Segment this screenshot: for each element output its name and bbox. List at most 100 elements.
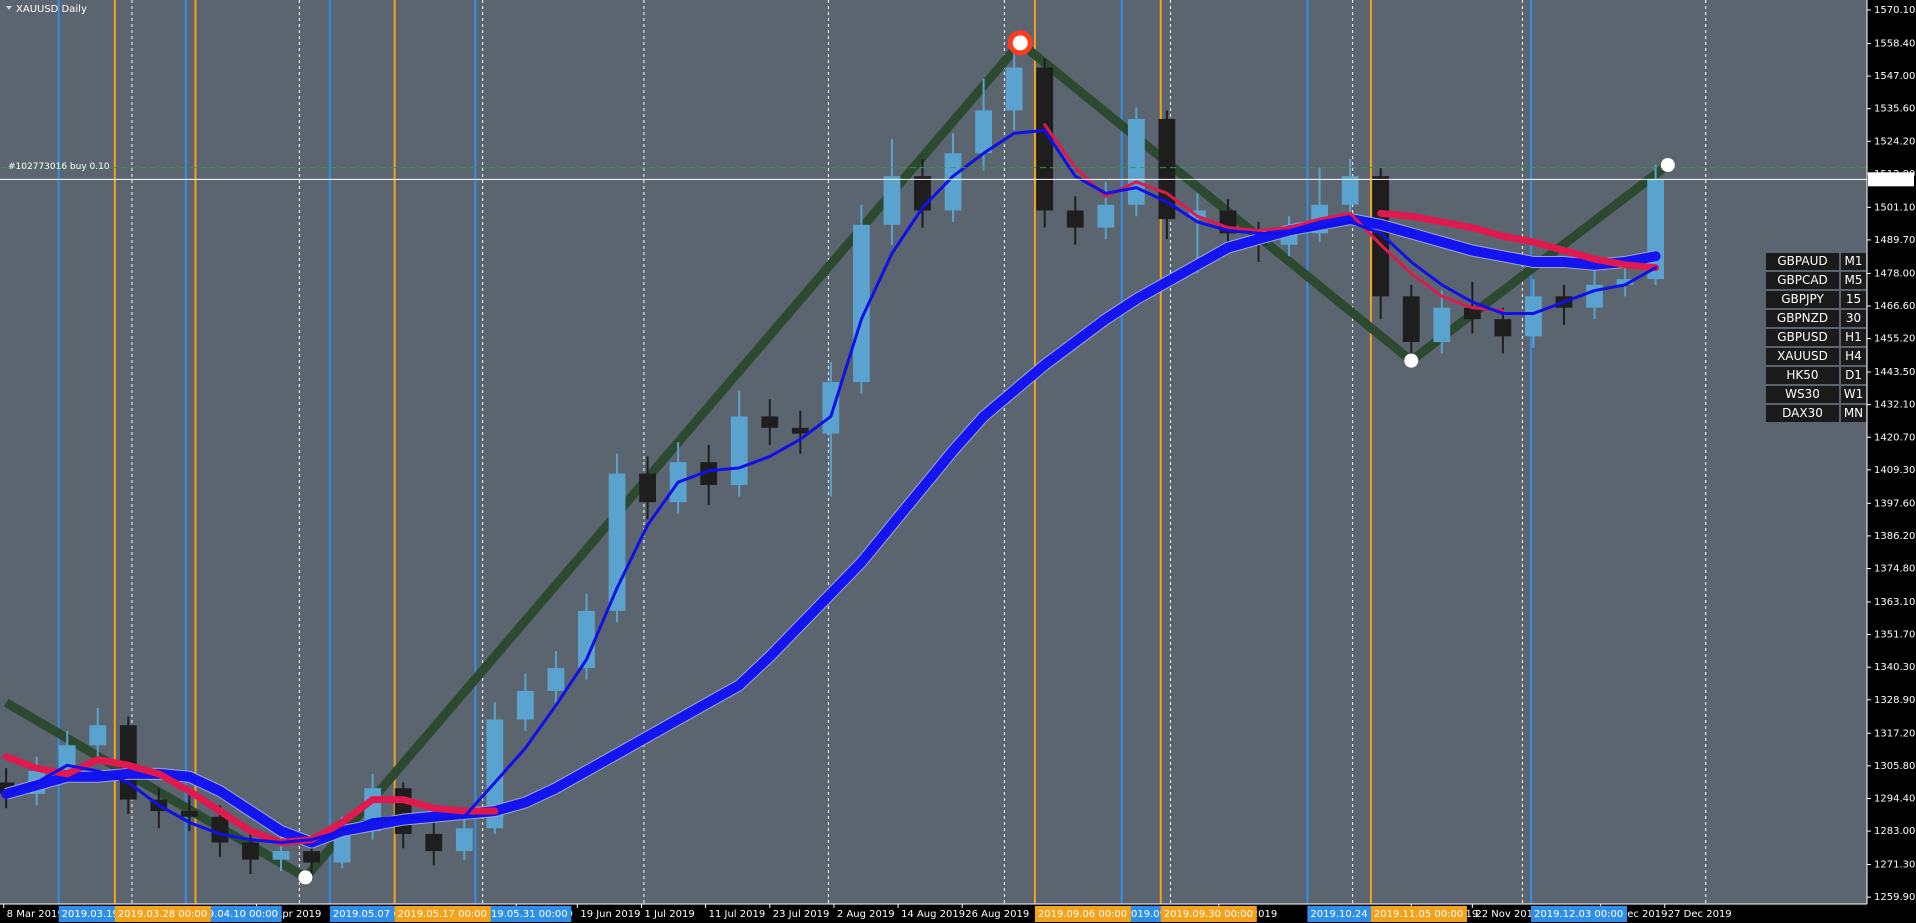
symbol-button[interactable] [1766, 253, 1839, 270]
symbol-button[interactable] [1766, 310, 1839, 327]
candle-body [1433, 307, 1451, 343]
candle-body [791, 427, 809, 434]
y-tick-label: 1328.90 [1874, 695, 1915, 706]
y-tick-label: 1558.40 [1874, 38, 1915, 49]
candle-body [1036, 67, 1054, 211]
menu-arrow[interactable] [6, 6, 12, 10]
timeframe-button[interactable] [1841, 291, 1866, 308]
candle-body [455, 828, 473, 852]
x-tick-label: 26 Aug 2019 [965, 909, 1029, 920]
y-tick-label: 1259.90 [1874, 892, 1915, 903]
price-label-box [1868, 172, 1914, 187]
time-label-box [1034, 906, 1131, 922]
symbol-label: GBPUSD [1777, 330, 1827, 344]
candle-body [975, 110, 992, 154]
y-tick-label: 1374.80 [1874, 564, 1915, 575]
symbol-button[interactable] [1766, 367, 1839, 384]
moving-average [2, 209, 1660, 847]
y-tick-label: 1443.50 [1874, 367, 1915, 378]
time-label: 2019.11.05 00:00 [1374, 909, 1463, 920]
candle-body [1341, 176, 1359, 205]
y-tick-label: 1340.30 [1874, 662, 1915, 673]
candle-body [211, 816, 229, 843]
symbol-button[interactable] [1766, 348, 1839, 365]
y-tick-label: 1466.60 [1874, 301, 1915, 312]
candle-body [761, 416, 779, 428]
y-tick-label: 1409.30 [1874, 465, 1915, 476]
candle-body [89, 725, 107, 746]
x-tick-label: 1 Jul 2019 [644, 909, 694, 920]
candle-body [1158, 118, 1176, 220]
moving-average [1, 214, 1661, 848]
time-label-box [1530, 906, 1627, 922]
time-label-box [114, 906, 211, 922]
timeframe-label: W1 [1844, 387, 1864, 401]
x-tick-label: 23 Jul 2019 [773, 909, 830, 920]
y-tick-label: 1283.00 [1874, 826, 1915, 837]
candle-body [639, 473, 656, 503]
y-tick-label: 1570.10 [1874, 5, 1915, 16]
timeframe-label: H4 [1845, 349, 1862, 363]
timeframe-button[interactable] [1841, 310, 1866, 327]
y-tick-label: 1397.60 [1874, 498, 1915, 509]
symbol-label: GBPJPY [1781, 292, 1824, 306]
y-tick-label: 1478.00 [1874, 268, 1915, 279]
symbol-panel: GBPAUD M1 GBPCAD M5 GBPJPY 15 GBPNZD 30 GBPUSD H1… [1766, 253, 1866, 422]
order-label: #102773016 buy 0.10 [8, 162, 110, 172]
timeframe-button[interactable] [1841, 405, 1866, 422]
candle-body [914, 176, 931, 211]
price-axis-bg [1867, 0, 1916, 923]
timeframe-label: MN [1844, 406, 1863, 420]
y-tick-label: 1271.30 [1874, 860, 1915, 871]
x-tick-label: 8 Mar 2019 [7, 909, 64, 920]
candle-body [883, 176, 901, 225]
symbol-label: XAUUSD [1777, 349, 1828, 363]
plot-background [0, 0, 1867, 904]
time-label: 2019.03.28 00:00 [118, 909, 207, 920]
y-tick-label: 1294.40 [1874, 793, 1915, 804]
timeframe-button[interactable] [1841, 348, 1866, 365]
x-tick-label: 19 Jun 2019 [580, 909, 640, 920]
candle-body [272, 851, 290, 860]
symbol-label: HK50 [1786, 368, 1818, 382]
candle-body [1402, 296, 1420, 343]
candle-body [1463, 307, 1481, 320]
time-label: 2019.05.17 00:00 [398, 909, 487, 920]
horizontal-lines: #102773016 buy 0.10 [0, 162, 1867, 180]
candle-body [303, 851, 320, 863]
candle-body [578, 610, 595, 669]
timeframe-button[interactable] [1841, 367, 1866, 384]
pivot-marker [298, 870, 313, 885]
time-label-box [1370, 906, 1467, 922]
y-tick-label: 1501.10 [1874, 202, 1915, 213]
time-label: 2019.10.24 00:00 [1310, 909, 1399, 920]
symbol-label: GBPCAD [1777, 273, 1828, 287]
timeframe-button[interactable] [1841, 329, 1866, 346]
candle-body [730, 416, 748, 486]
timeframe-label: M5 [1845, 273, 1863, 287]
symbol-button[interactable] [1766, 272, 1839, 289]
candle-body [516, 690, 534, 720]
timeframe-button[interactable] [1841, 386, 1866, 403]
candle-body [1280, 233, 1298, 245]
moving-average [4, 128, 1658, 845]
candle-body [1066, 210, 1084, 228]
candle-body [1097, 204, 1115, 228]
timeframe-button[interactable] [1841, 272, 1866, 289]
time-label-box [394, 906, 491, 922]
candle-body [547, 668, 565, 691]
time-label-box [1160, 906, 1257, 922]
symbol-button[interactable] [1766, 386, 1839, 403]
symbol-button[interactable] [1766, 291, 1839, 308]
symbol-button[interactable] [1766, 405, 1839, 422]
y-tick-label: 1455.20 [1874, 334, 1915, 345]
symbol-button[interactable] [1766, 329, 1839, 346]
x-tick-label: 27 Dec 2019 [1668, 909, 1732, 920]
moving-averages [1, 123, 1661, 849]
symbol-label: GBPAUD [1777, 254, 1827, 268]
candle-body [242, 842, 259, 860]
timeframe-button[interactable] [1841, 253, 1866, 270]
candle-body [425, 833, 443, 852]
